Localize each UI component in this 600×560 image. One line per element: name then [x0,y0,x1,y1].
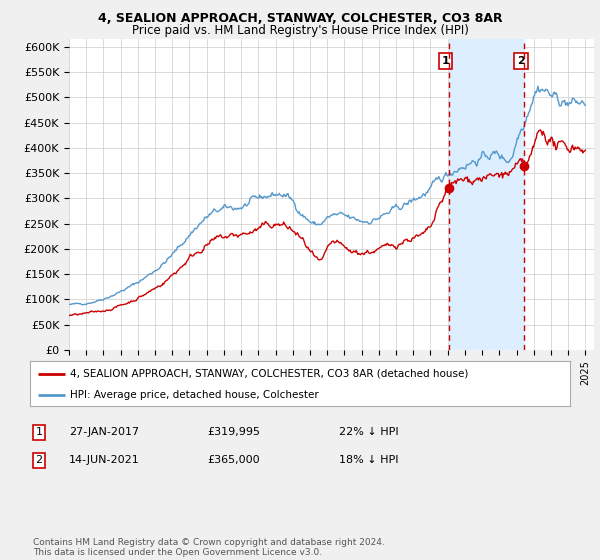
Text: Price paid vs. HM Land Registry's House Price Index (HPI): Price paid vs. HM Land Registry's House … [131,24,469,37]
Text: £319,995: £319,995 [207,427,260,437]
Text: 18% ↓ HPI: 18% ↓ HPI [339,455,398,465]
Text: 22% ↓ HPI: 22% ↓ HPI [339,427,398,437]
Text: 4, SEALION APPROACH, STANWAY, COLCHESTER, CO3 8AR (detached house): 4, SEALION APPROACH, STANWAY, COLCHESTER… [71,368,469,379]
Text: Contains HM Land Registry data © Crown copyright and database right 2024.
This d: Contains HM Land Registry data © Crown c… [33,538,385,557]
Text: 4, SEALION APPROACH, STANWAY, COLCHESTER, CO3 8AR: 4, SEALION APPROACH, STANWAY, COLCHESTER… [98,12,502,25]
Text: HPI: Average price, detached house, Colchester: HPI: Average price, detached house, Colc… [71,390,319,400]
Text: 2: 2 [517,56,525,66]
Text: £365,000: £365,000 [207,455,260,465]
Text: 27-JAN-2017: 27-JAN-2017 [69,427,139,437]
Text: 2: 2 [35,455,43,465]
Bar [449,39,524,350]
Text: 1: 1 [442,56,449,66]
Text: 1: 1 [35,427,43,437]
Text: 14-JUN-2021: 14-JUN-2021 [69,455,140,465]
